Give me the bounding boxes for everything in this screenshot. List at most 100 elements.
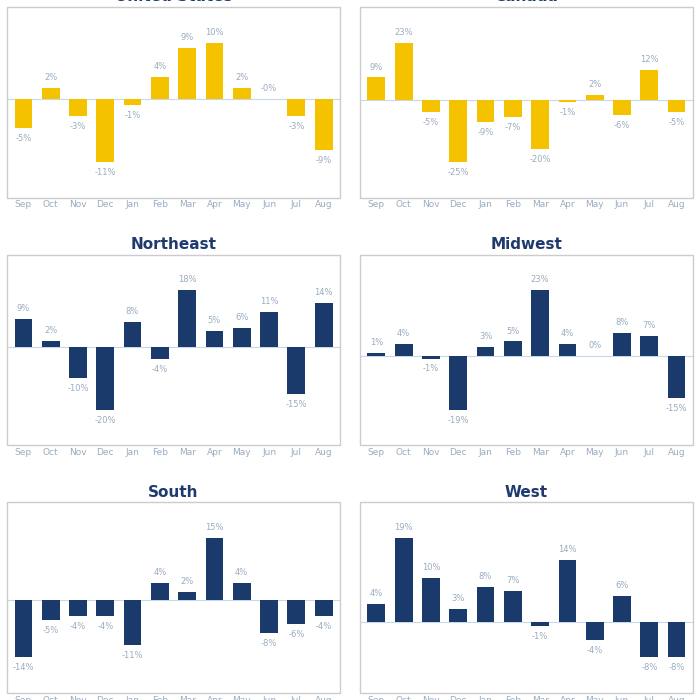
Bar bbox=[206, 43, 223, 99]
Text: 9%: 9% bbox=[370, 62, 383, 71]
Bar bbox=[69, 347, 87, 378]
Bar bbox=[260, 600, 278, 633]
Text: -15%: -15% bbox=[286, 400, 307, 409]
Bar bbox=[288, 600, 305, 624]
Text: 4%: 4% bbox=[235, 568, 248, 578]
Bar bbox=[124, 600, 141, 645]
Text: -5%: -5% bbox=[15, 134, 32, 143]
Bar bbox=[206, 538, 223, 600]
Bar bbox=[586, 622, 603, 640]
Bar bbox=[97, 600, 114, 616]
Text: 2%: 2% bbox=[588, 80, 601, 89]
Text: -9%: -9% bbox=[316, 156, 332, 165]
Bar bbox=[422, 356, 440, 358]
Bar bbox=[613, 596, 631, 622]
Bar bbox=[315, 600, 332, 616]
Bar bbox=[178, 48, 196, 99]
Bar bbox=[559, 100, 576, 102]
Text: 10%: 10% bbox=[205, 28, 224, 37]
Bar bbox=[360, 503, 693, 693]
Text: 2%: 2% bbox=[44, 326, 57, 335]
Text: -7%: -7% bbox=[505, 123, 521, 132]
Text: 9%: 9% bbox=[181, 34, 194, 43]
Bar bbox=[260, 312, 278, 347]
Bar bbox=[395, 538, 412, 622]
Bar bbox=[422, 578, 440, 622]
Bar bbox=[124, 99, 141, 105]
Text: 9%: 9% bbox=[17, 304, 30, 313]
Text: 8%: 8% bbox=[479, 572, 492, 581]
Text: -1%: -1% bbox=[423, 365, 439, 374]
Text: -5%: -5% bbox=[423, 118, 439, 127]
Text: 4%: 4% bbox=[153, 568, 167, 578]
Text: 3%: 3% bbox=[479, 332, 492, 341]
Bar bbox=[477, 100, 494, 122]
Text: 14%: 14% bbox=[314, 288, 333, 297]
Bar bbox=[7, 255, 340, 445]
Text: -8%: -8% bbox=[641, 663, 657, 672]
Bar bbox=[368, 604, 385, 622]
Bar bbox=[7, 7, 340, 197]
Text: 4%: 4% bbox=[370, 589, 383, 598]
Text: -1%: -1% bbox=[559, 108, 575, 117]
Bar bbox=[613, 100, 631, 115]
Bar bbox=[640, 336, 658, 356]
Bar bbox=[15, 99, 32, 128]
Bar bbox=[531, 622, 549, 626]
Bar bbox=[668, 100, 685, 112]
Bar bbox=[559, 344, 576, 356]
Text: 4%: 4% bbox=[561, 330, 574, 338]
Bar bbox=[477, 347, 494, 356]
Bar bbox=[15, 318, 32, 347]
Text: -9%: -9% bbox=[477, 128, 494, 137]
Text: -6%: -6% bbox=[614, 120, 630, 130]
Text: -3%: -3% bbox=[288, 122, 304, 132]
Bar bbox=[69, 600, 87, 616]
Text: -10%: -10% bbox=[67, 384, 89, 393]
Bar bbox=[504, 591, 522, 622]
Bar bbox=[449, 356, 467, 410]
Bar bbox=[368, 353, 385, 356]
Bar bbox=[151, 347, 169, 359]
Text: -8%: -8% bbox=[261, 638, 277, 648]
Bar bbox=[178, 592, 196, 600]
Bar bbox=[360, 255, 693, 445]
Bar bbox=[315, 303, 332, 347]
Bar bbox=[124, 322, 141, 347]
Bar bbox=[42, 341, 60, 347]
Bar bbox=[7, 503, 340, 693]
Text: -3%: -3% bbox=[70, 122, 86, 132]
Bar bbox=[178, 290, 196, 347]
Text: 2%: 2% bbox=[181, 577, 194, 586]
Text: 11%: 11% bbox=[260, 298, 279, 307]
Text: -5%: -5% bbox=[43, 626, 59, 636]
Bar bbox=[368, 78, 385, 100]
Bar bbox=[449, 609, 467, 622]
Text: -1%: -1% bbox=[125, 111, 141, 120]
Text: -4%: -4% bbox=[70, 622, 86, 631]
Text: -1%: -1% bbox=[532, 632, 548, 641]
Bar bbox=[288, 347, 305, 394]
Text: 10%: 10% bbox=[421, 563, 440, 572]
Text: 0%: 0% bbox=[588, 341, 601, 350]
Text: -14%: -14% bbox=[13, 663, 34, 672]
Bar bbox=[422, 100, 440, 112]
Title: Northeast: Northeast bbox=[130, 237, 216, 252]
Bar bbox=[233, 328, 251, 347]
Text: -4%: -4% bbox=[97, 622, 113, 631]
Bar bbox=[449, 100, 467, 162]
Text: 7%: 7% bbox=[643, 321, 656, 330]
Bar bbox=[395, 344, 412, 356]
Bar bbox=[233, 583, 251, 600]
Text: -0%: -0% bbox=[261, 85, 277, 94]
Bar bbox=[97, 99, 114, 162]
Bar bbox=[640, 622, 658, 657]
Text: 2%: 2% bbox=[235, 73, 248, 82]
Text: 5%: 5% bbox=[208, 316, 221, 326]
Bar bbox=[668, 356, 685, 398]
Title: West: West bbox=[505, 485, 548, 500]
Text: -20%: -20% bbox=[529, 155, 551, 164]
Text: -15%: -15% bbox=[666, 404, 687, 413]
Text: 5%: 5% bbox=[506, 326, 519, 335]
Bar bbox=[531, 100, 549, 149]
